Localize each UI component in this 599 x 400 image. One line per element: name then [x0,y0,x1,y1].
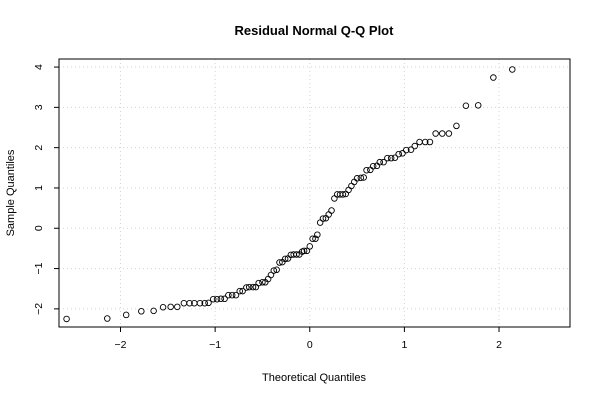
x-tick-label: 1 [401,339,407,351]
data-point [453,122,460,130]
data-point [174,303,181,311]
data-point [411,142,419,150]
data-point [267,271,275,279]
data-point [432,130,439,137]
y-tick-label: 0 [33,225,45,231]
chart-title: Residual Normal Q-Q Plot [235,23,395,38]
data-point [319,215,327,222]
data-point [391,154,399,161]
data-point [243,284,250,291]
data-point [221,295,228,303]
x-axis-label: Theoretical Quantiles [262,372,366,384]
data-point [384,154,391,162]
data-point [399,150,406,157]
data-point [209,295,217,303]
data-point [293,251,300,258]
data-point [316,219,324,226]
data-point [314,231,321,238]
data-point [376,158,384,166]
grid-lines [59,59,570,327]
data-points [63,66,516,323]
data-point [259,279,266,286]
data-point [217,295,225,303]
data-point [373,162,381,170]
plot-frame [58,58,571,328]
data-point [369,162,377,170]
data-point [387,154,395,162]
y-axis-label: Sample Quantiles [5,149,17,236]
data-point [63,315,70,323]
data-point [180,299,188,307]
data-point [232,291,240,299]
data-point [509,66,516,73]
data-point [357,174,365,182]
data-point [249,283,257,291]
x-tick-label: −2 [115,339,127,351]
data-point [350,178,358,186]
data-point [245,283,253,291]
data-point [380,158,387,166]
data-point [159,304,167,311]
data-point [490,74,497,81]
data-point [306,243,314,250]
data-point [462,102,470,109]
data-point [270,267,278,274]
data-point [104,315,111,322]
data-point [407,146,415,153]
data-point [331,195,338,202]
data-point [150,307,157,315]
data-point [339,191,347,198]
data-point [367,166,374,174]
y-tick-label: 1 [33,185,45,191]
data-point [239,287,246,295]
data-point [312,235,319,242]
data-point [167,303,174,311]
data-point [328,207,335,214]
data-point [196,299,204,307]
data-point [426,138,434,146]
data-point [416,138,423,146]
data-point [213,295,221,303]
data-point [273,266,280,274]
data-point [309,235,316,242]
y-tick-label: 4 [33,64,45,70]
x-tick-label: 0 [307,339,313,351]
data-point [225,291,232,299]
data-point [186,299,193,307]
y-tick-label: −1 [33,262,45,274]
data-point [395,150,402,158]
y-tick-label: 2 [33,145,45,151]
data-point [360,174,367,181]
data-point [138,308,145,315]
data-point [122,311,130,319]
data-point [303,247,311,255]
data-point [276,259,283,266]
x-tick-label: 2 [496,339,502,351]
data-point [445,130,453,137]
data-point [205,299,212,307]
y-tick-label: −2 [33,303,45,315]
data-point [281,255,289,263]
x-tick-label: −1 [209,339,221,351]
data-point [255,279,262,287]
data-point [363,166,370,174]
data-point [345,186,352,194]
data-point [300,247,308,255]
axes: −2 −1 0 1 2 −2 −1 0 1 2 3 4 [33,64,502,351]
data-point [403,146,410,154]
data-point [474,102,482,109]
data-point [201,299,208,307]
data-point [421,138,429,146]
data-point [439,130,446,137]
y-tick-label: 3 [33,104,45,110]
data-point [236,287,243,295]
data-point [353,175,361,182]
data-point [228,291,236,299]
data-point [325,211,332,218]
